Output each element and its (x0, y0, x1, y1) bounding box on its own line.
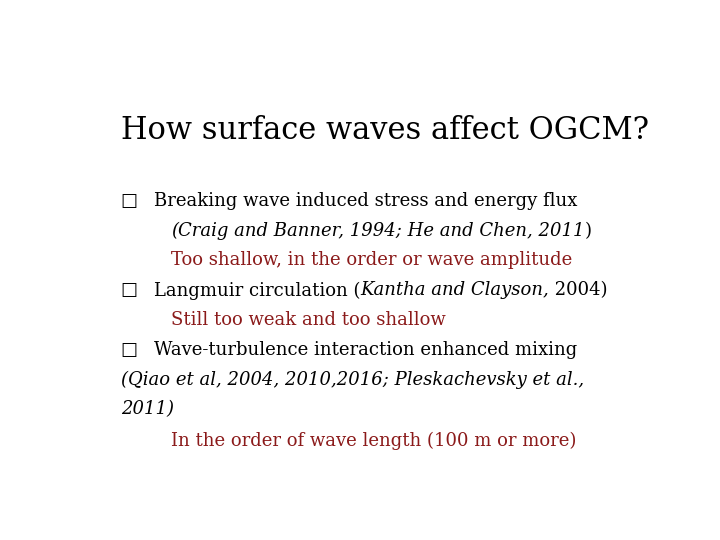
Text: □: □ (121, 192, 138, 210)
Text: Still too weak and too shallow: Still too weak and too shallow (171, 311, 446, 329)
Text: 2011): 2011) (121, 400, 174, 418)
Text: □: □ (121, 341, 138, 359)
Text: 2004): 2004) (549, 281, 608, 300)
Text: (Qiao et al, 2004, 2010,2016; Pleskachevsky et al.,: (Qiao et al, 2004, 2010,2016; Pleskachev… (121, 371, 584, 389)
Text: Wave-turbulence interaction enhanced mixing: Wave-turbulence interaction enhanced mix… (154, 341, 577, 359)
Text: Breaking wave induced stress and energy flux: Breaking wave induced stress and energy … (154, 192, 577, 210)
Text: How surface waves affect OGCM?: How surface waves affect OGCM? (121, 114, 649, 146)
Text: (: ( (171, 222, 178, 240)
Text: □: □ (121, 281, 138, 300)
Text: In the order of wave length (100 m or more): In the order of wave length (100 m or mo… (171, 431, 576, 450)
Text: Craig and Banner, 1994; He and Chen, 2011: Craig and Banner, 1994; He and Chen, 201… (178, 222, 585, 240)
Text: ): ) (585, 222, 591, 240)
Text: Kantha and Clayson,: Kantha and Clayson, (361, 281, 549, 300)
Text: Langmuir circulation (: Langmuir circulation ( (154, 281, 361, 300)
Text: Too shallow, in the order or wave amplitude: Too shallow, in the order or wave amplit… (171, 251, 572, 269)
